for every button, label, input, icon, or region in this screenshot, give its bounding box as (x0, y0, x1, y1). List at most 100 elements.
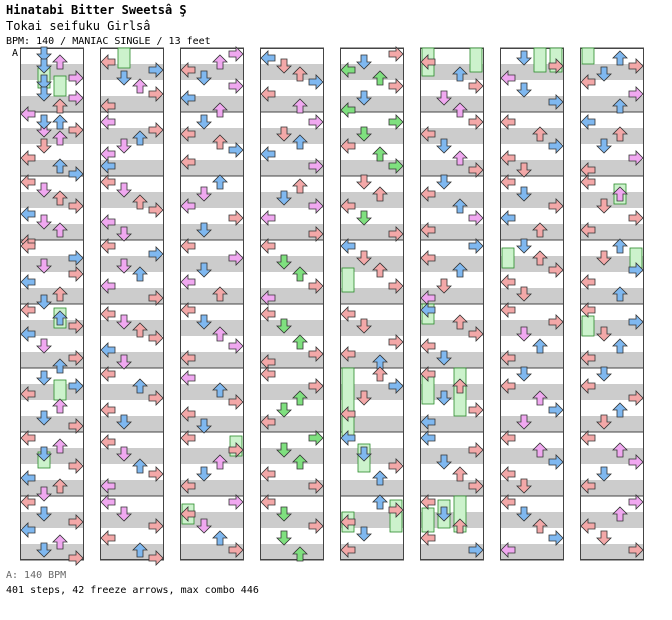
arrow-down-icon (36, 294, 52, 310)
arrow-right-icon (468, 402, 484, 418)
arrow-left-icon (180, 238, 196, 254)
beat-stripe (20, 416, 84, 432)
arrow-left-icon (100, 158, 116, 174)
arrow-down-icon (276, 442, 292, 458)
arrow-down-icon (596, 326, 612, 342)
arrow-right-icon (628, 58, 644, 74)
arrow-right-icon (388, 278, 404, 294)
arrow-down-icon (116, 258, 132, 274)
arrow-right-icon (68, 378, 84, 394)
freeze-arrow (341, 267, 355, 293)
arrow-up-icon (292, 178, 308, 194)
arrow-left-icon (180, 62, 196, 78)
beat-stripe (20, 256, 84, 272)
arrow-right-icon (228, 494, 244, 510)
beat-stripe (100, 544, 164, 560)
arrow-up-icon (212, 174, 228, 190)
arrow-up-icon (52, 286, 68, 302)
arrow-left-icon (20, 206, 36, 222)
arrow-left-icon (180, 154, 196, 170)
arrow-up-icon (52, 158, 68, 174)
arrow-right-icon (148, 290, 164, 306)
arrow-up-icon (52, 478, 68, 494)
arrow-down-icon (36, 446, 52, 462)
beat-stripe (180, 384, 244, 400)
arrow-left-icon (420, 494, 436, 510)
arrow-up-icon (612, 186, 628, 202)
arrow-right-icon (468, 542, 484, 558)
arrow-left-icon (340, 198, 356, 214)
arrow-down-icon (36, 370, 52, 386)
arrow-up-icon (132, 542, 148, 558)
arrow-left-icon (340, 406, 356, 422)
arrow-up-icon (52, 190, 68, 206)
arrow-down-icon (116, 354, 132, 370)
arrow-up-icon (452, 378, 468, 394)
arrow-right-icon (468, 162, 484, 178)
arrow-down-icon (596, 198, 612, 214)
arrow-left-icon (340, 430, 356, 446)
arrow-up-icon (132, 130, 148, 146)
arrow-left-icon (20, 470, 36, 486)
arrow-down-icon (436, 454, 452, 470)
arrow-down-icon (196, 314, 212, 330)
arrow-down-icon (516, 366, 532, 382)
freeze-arrow (421, 507, 435, 533)
beat-stripe (420, 224, 484, 240)
arrow-left-icon (420, 250, 436, 266)
beat-stripe (580, 256, 644, 272)
beat-stripe (580, 160, 644, 176)
arrow-up-icon (132, 458, 148, 474)
arrow-left-icon (100, 306, 116, 322)
arrow-up-icon (52, 54, 68, 70)
arrow-left-icon (580, 302, 596, 318)
arrow-left-icon (420, 186, 436, 202)
arrow-up-icon (532, 338, 548, 354)
arrow-right-icon (148, 466, 164, 482)
freeze-arrow (117, 47, 131, 69)
arrow-right-icon (308, 430, 324, 446)
arrow-down-icon (196, 466, 212, 482)
arrow-up-icon (212, 286, 228, 302)
beat-stripe (500, 448, 564, 464)
arrow-right-icon (468, 78, 484, 94)
arrow-up-icon (52, 130, 68, 146)
arrow-left-icon (580, 222, 596, 238)
arrow-up-icon (292, 390, 308, 406)
arrow-left-icon (20, 106, 36, 122)
arrow-down-icon (36, 338, 52, 354)
arrow-right-icon (68, 166, 84, 182)
arrow-left-icon (420, 126, 436, 142)
arrow-up-icon (372, 186, 388, 202)
arrow-right-icon (308, 346, 324, 362)
arrow-down-icon (276, 254, 292, 270)
arrow-down-icon (516, 82, 532, 98)
arrow-up-icon (212, 54, 228, 70)
arrow-up-icon (212, 382, 228, 398)
arrow-right-icon (228, 210, 244, 226)
arrow-left-icon (500, 350, 516, 366)
arrow-right-icon (148, 202, 164, 218)
beat-stripe (20, 512, 84, 528)
beat-stripe (420, 352, 484, 368)
arrow-down-icon (36, 182, 52, 198)
beat-stripe (260, 480, 324, 496)
arrow-right-icon (148, 390, 164, 406)
arrow-right-icon (68, 122, 84, 138)
beat-stripe (420, 288, 484, 304)
beat-stripe (180, 192, 244, 208)
arrow-left-icon (500, 274, 516, 290)
arrow-up-icon (612, 98, 628, 114)
arrow-down-icon (356, 318, 372, 334)
arrow-up-icon (292, 98, 308, 114)
arrow-right-icon (548, 314, 564, 330)
arrow-left-icon (100, 434, 116, 450)
arrow-down-icon (596, 466, 612, 482)
arrow-up-icon (372, 366, 388, 382)
arrow-down-icon (436, 174, 452, 190)
arrow-left-icon (420, 222, 436, 238)
arrow-left-icon (580, 174, 596, 190)
arrow-left-icon (340, 542, 356, 558)
beat-stripe (580, 480, 644, 496)
